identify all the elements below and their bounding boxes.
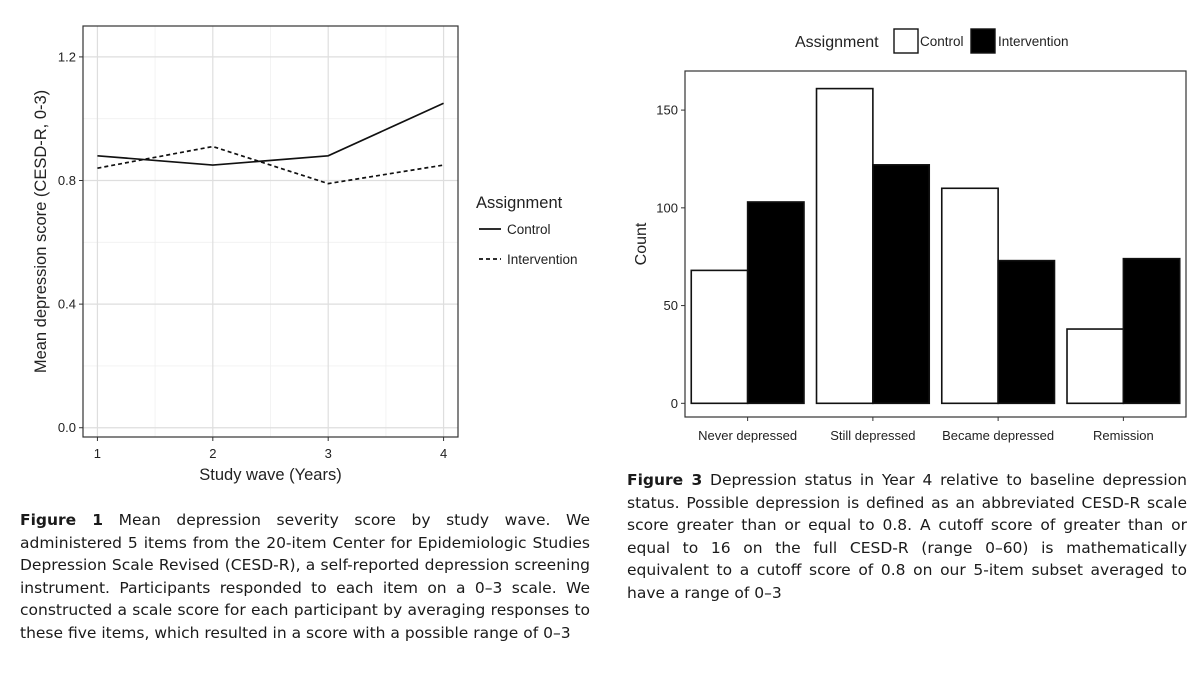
figure-1-caption: Figure 1 Mean depression severity score …: [20, 509, 590, 645]
bar-intervention: [872, 164, 931, 405]
x-axis-label: Study wave (Years): [199, 466, 341, 484]
y-tick-label: 100: [656, 200, 678, 215]
figure-1-line-chart: 0.0 0.4 0.8 1.2 1 2 3 4 Study wave (Years) Mean d…: [32, 25, 578, 484]
figure-3-caption-label: Figure 3: [627, 471, 703, 489]
legend-title: Assignment: [476, 194, 563, 212]
y-tick-label: 150: [656, 103, 678, 118]
series-line-intervention: [97, 145, 444, 185]
legend-title: Assignment: [795, 34, 879, 51]
x-tick-label: 3: [325, 446, 332, 461]
series-line-control: [97, 102, 444, 166]
x-tick-label: Never depressed: [698, 428, 797, 443]
figure-3-caption: Figure 3 Depression status in Year 4 rel…: [627, 469, 1187, 605]
bar-control: [1066, 328, 1125, 405]
y-tick-label: 0.4: [58, 297, 76, 312]
figure-1-caption-text: Mean depression severity score by study …: [20, 511, 590, 642]
legend-key-intervention: [970, 28, 996, 54]
legend-label-intervention: Intervention: [998, 34, 1069, 49]
y-tick-label: 0.8: [58, 173, 76, 188]
bar-intervention: [1122, 257, 1181, 405]
legend-label-control: Control: [507, 222, 551, 237]
y-axis-label: Count: [633, 222, 650, 265]
figure-3-bar-chart: 0 50 100 150 Never depressed Still depressed B…: [633, 28, 1187, 443]
y-tick-label: 0.0: [58, 420, 76, 435]
x-tick-label: 4: [440, 446, 447, 461]
figure-3-caption-text: Depression status in Year 4 relative to …: [627, 471, 1187, 602]
y-axis-label: Mean depression score (CESD-R, 0-3): [32, 90, 50, 373]
bar-control: [940, 187, 999, 405]
y-tick-label: 0: [671, 396, 678, 411]
x-tick-label: 2: [209, 446, 216, 461]
legend-label-control: Control: [920, 34, 964, 49]
legend-label-intervention: Intervention: [507, 252, 578, 267]
x-tick-label: Remission: [1093, 428, 1154, 443]
x-tick-label: Still depressed: [830, 428, 915, 443]
bar-intervention: [997, 259, 1056, 405]
x-tick-label: Became depressed: [942, 428, 1054, 443]
legend-key-control: [893, 28, 919, 54]
bar-control: [815, 87, 874, 405]
plot-border: [82, 25, 459, 438]
y-tick-label: 50: [664, 298, 678, 313]
y-tick-label: 1.2: [58, 49, 76, 64]
bar-intervention: [746, 201, 805, 405]
bar-control: [690, 269, 749, 405]
x-tick-label: 1: [94, 446, 101, 461]
figure-1-caption-label: Figure 1: [20, 511, 104, 529]
